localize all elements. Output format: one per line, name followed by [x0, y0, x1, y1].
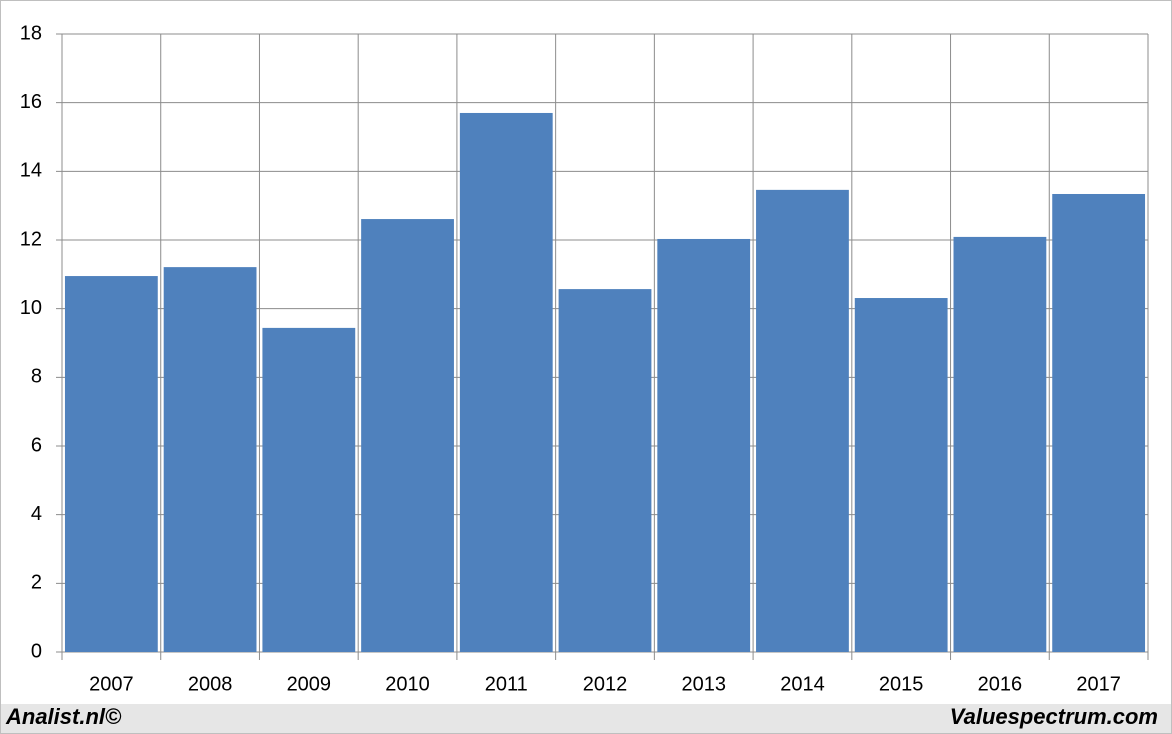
x-tick-label: 2015 [879, 673, 924, 695]
x-tick-label: 2017 [1076, 673, 1121, 695]
bar [459, 112, 553, 652]
y-tick-label: 6 [31, 434, 42, 456]
bar [756, 189, 849, 652]
y-tick-label: 0 [31, 640, 42, 662]
bar [1052, 193, 1146, 652]
y-tick-label: 4 [31, 503, 42, 525]
bar [953, 236, 1047, 652]
x-tick-label: 2007 [89, 673, 134, 695]
x-tick-label: 2012 [583, 673, 628, 695]
y-tick-label: 2 [31, 572, 42, 594]
x-tick-label: 2014 [780, 673, 825, 695]
bar [361, 219, 454, 652]
x-tick-label: 2011 [485, 673, 528, 695]
x-tick-label: 2009 [287, 673, 332, 695]
bar [854, 298, 948, 652]
footer-left: Analist.nl© [5, 704, 122, 729]
x-tick-label: 2008 [188, 673, 233, 695]
y-tick-label: 16 [20, 91, 42, 113]
bar [262, 327, 356, 652]
y-tick-label: 14 [20, 160, 42, 182]
bar [657, 238, 751, 652]
x-tick-label: 2010 [385, 673, 430, 695]
bar [163, 267, 257, 652]
footer-band [1, 704, 1171, 733]
y-tick-label: 12 [20, 228, 42, 250]
y-tick-label: 8 [31, 366, 42, 388]
y-tick-label: 18 [20, 22, 42, 44]
x-tick-label: 2013 [681, 673, 726, 695]
bar [558, 289, 652, 652]
x-tick-label: 2016 [978, 673, 1023, 695]
footer-right: Valuespectrum.com [950, 704, 1158, 729]
y-tick-label: 10 [20, 297, 42, 319]
bar [64, 276, 158, 652]
